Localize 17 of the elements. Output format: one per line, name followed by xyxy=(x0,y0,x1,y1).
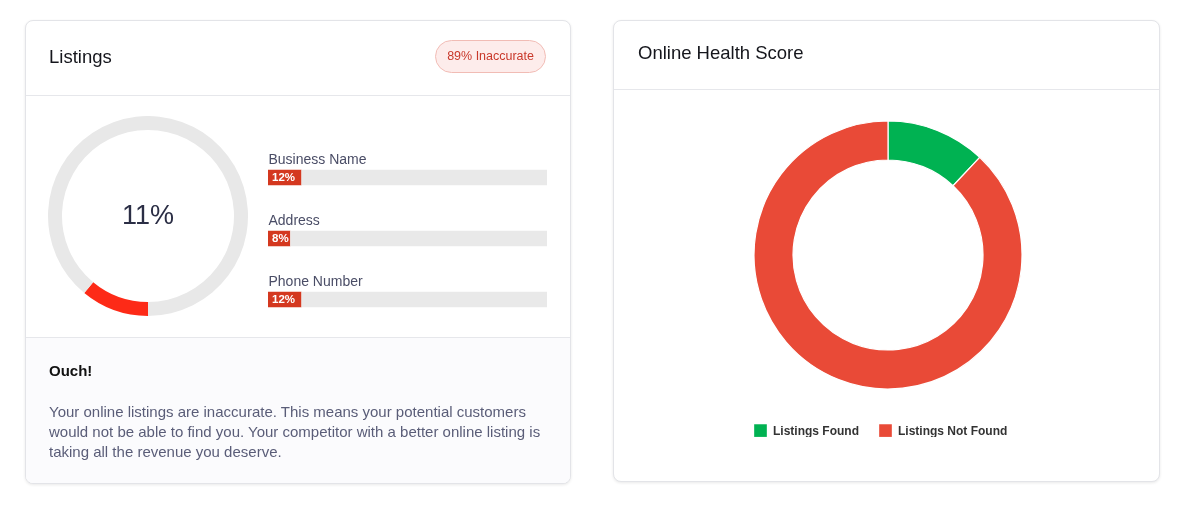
text: Your online listings are inaccurate. This means your potential customers would not be able to find you. Your competitor with a better online listing is taking all the revenue you deserve. xyxy=(49,402,542,462)
donut-slice xyxy=(48,116,248,316)
y-tick-label: Business Name xyxy=(268,150,367,167)
legend-label: Listings Not Found xyxy=(898,423,1008,438)
data-label: 8% xyxy=(272,231,289,244)
donut-slice xyxy=(84,282,148,316)
chart-title: Listings xyxy=(49,46,112,68)
y-tick-label: Address xyxy=(268,211,320,228)
legend-label: Listings Found xyxy=(773,423,859,438)
chart-title: Online Health Score xyxy=(638,42,804,64)
data-label: 12% xyxy=(272,170,296,183)
text: Ouch! xyxy=(49,361,93,381)
text: 11% xyxy=(121,200,175,230)
y-tick-label: Phone Number xyxy=(268,272,363,289)
data-label: 12% xyxy=(272,292,296,305)
donut-slice xyxy=(753,120,1023,390)
text: 89% Inaccurate xyxy=(435,40,546,73)
